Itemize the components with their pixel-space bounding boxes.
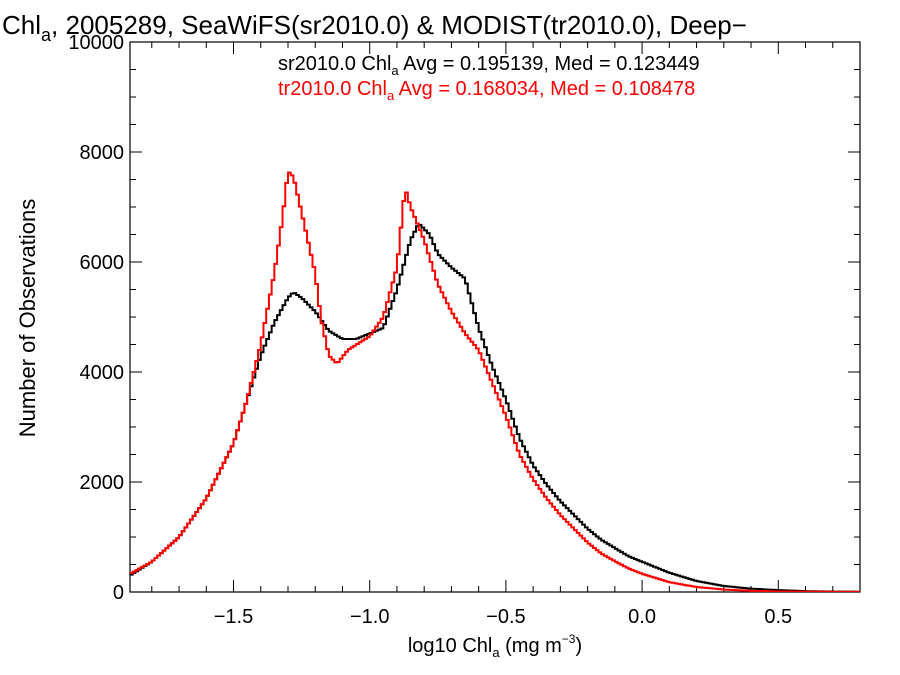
- y-tick-label: 2000: [80, 472, 125, 494]
- series-line-tr2010.0: [130, 171, 860, 592]
- xlabel-mid: (mg m: [500, 635, 562, 657]
- title-pre: Chl: [2, 10, 41, 40]
- chart-title: Chla, 2005289, SeaWiFS(sr2010.0) & MODIS…: [2, 10, 747, 45]
- plot-frame: [129, 41, 861, 593]
- x-tick-label: −1.0: [350, 606, 389, 628]
- x-tick-label: −1.5: [214, 606, 253, 628]
- xlabel-post: ): [575, 635, 582, 657]
- series-line-sr2010.0: [130, 223, 860, 592]
- annotation-sr: sr2010.0 Chla Avg = 0.195139, Med = 0.12…: [278, 53, 700, 78]
- x-axis-label: log10 Chla (mg m−3): [408, 632, 582, 660]
- y-tick-label: 8000: [80, 142, 125, 164]
- annotation-tr-sub: a: [387, 88, 395, 103]
- x-tick-label: −0.5: [486, 606, 525, 628]
- x-tick-label: 0.0: [628, 606, 656, 628]
- annotation-tr: tr2010.0 Chla Avg = 0.168034, Med = 0.10…: [278, 78, 695, 103]
- x-tick-label: 0.5: [764, 606, 792, 628]
- y-tick-label: 0: [113, 582, 124, 604]
- title-sub: a: [41, 25, 52, 45]
- y-tick-label: 6000: [80, 252, 125, 274]
- y-axis-label: Number of Observations: [15, 199, 40, 437]
- annotation-sr-post: Avg = 0.195139, Med = 0.123449: [399, 53, 700, 75]
- xlabel-sub: a: [492, 645, 500, 660]
- y-tick-label: 4000: [80, 362, 125, 384]
- annotation-sr-sub: a: [391, 63, 399, 78]
- y-tick-label: 10000: [68, 32, 124, 54]
- annotation-tr-pre: tr2010.0 Chl: [278, 78, 387, 100]
- xlabel-sup: −3: [562, 632, 576, 646]
- annotation-tr-post: Avg = 0.168034, Med = 0.108478: [394, 78, 695, 100]
- xlabel-pre: log10 Chl: [408, 635, 493, 657]
- axes: −1.5 −1.0 −0.5 0.0 0.5 0 2000 4000 6000 8000 10000: [68, 32, 861, 628]
- annotation-sr-pre: sr2010.0 Chl: [278, 53, 391, 75]
- title-post: , 2005289, SeaWiFS(sr2010.0) & MODIST(tr…: [51, 10, 747, 40]
- series-layer: [130, 171, 860, 592]
